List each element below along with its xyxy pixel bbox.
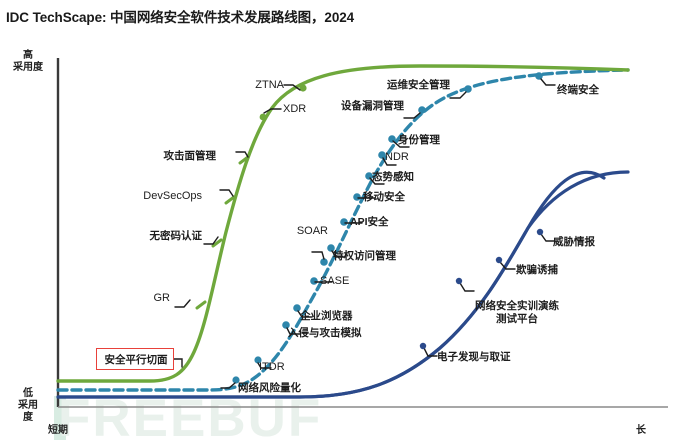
node-label-attack-surface-mgmt: 攻击面管理 [163, 150, 217, 162]
node-label-endpoint-security: 终端安全 [557, 84, 599, 96]
node-label-ndr: NDR [385, 151, 409, 163]
watermark-text: FREEBUF [58, 389, 323, 446]
highlight-connector [173, 358, 183, 368]
node-label-pam: 特权访问管理 [333, 250, 396, 262]
node-label-identity-mgmt: 身份管理 [398, 134, 440, 146]
series-transformational-curve [56, 64, 630, 383]
page-title: IDC TechScape: 中国网络安全软件技术发展路线图，2024 [6, 10, 355, 25]
x-axis-start-label: 短期 [48, 425, 68, 436]
node-label-deception: 欺骗诱捕 [516, 264, 558, 276]
y-axis-low-line1: 低 [23, 388, 33, 399]
leader-lines-blue [220, 78, 556, 389]
node-label-cyber-risk-quant: 网络风险量化 [238, 382, 301, 394]
x-axis-end-label: 长 [636, 425, 646, 436]
leader-lines-green [174, 84, 301, 308]
series-opportunistic-markers [419, 228, 544, 350]
node-marker-xdr [259, 113, 267, 121]
series-incremental-markers [232, 72, 543, 384]
series-transformational-markers [195, 155, 250, 310]
node-label-xdr: XDR [283, 103, 307, 115]
leader-lines-navy [423, 233, 556, 357]
node-label-enterprise-browser: 企业浏览器 [300, 310, 353, 322]
node-label-device-vuln-mgmt: 设备漏洞管理 [341, 100, 404, 112]
y-axis-high-line2: 采用度 [13, 62, 43, 73]
node-label-situational-awareness: 态势感知 [372, 171, 414, 183]
node-label-gr: GR [153, 292, 171, 304]
node-label-bas: 入侵与攻击模拟 [288, 327, 362, 339]
node-label-mobile-security: 移动安全 [363, 191, 405, 203]
y-axis-low-line2: 采用 [18, 400, 38, 411]
y-axis-high-line1: 高 [23, 50, 33, 61]
node-label-ztna: ZTNA [255, 79, 284, 91]
node-label-itdr: ITDR [259, 361, 285, 373]
node-label-ops-security-mgmt: 运维安全管理 [387, 79, 450, 91]
y-axis-high-label: 高 采用度 [8, 50, 48, 74]
node-label-api-security: API安全 [350, 216, 389, 228]
highlight-annotation-label: 安全平行切面 [104, 354, 168, 366]
node-label-soar: SOAR [296, 225, 328, 237]
y-axis-low-label: 低 采用 度 [8, 388, 48, 424]
node-label-cyber-range: 网络安全实训演练测试平台 [475, 300, 559, 325]
node-label-sase: SASE [320, 275, 350, 287]
node-label-devsecops: DevSecOps [143, 190, 202, 202]
node-label-passwordless: 无密码认证 [149, 230, 203, 242]
node-marker-ztna [299, 84, 307, 92]
y-axis-low-line3: 度 [23, 412, 33, 423]
node-label-ediscovery-forensics: 电子发现与取证 [437, 351, 511, 363]
highlight-annotation-box[interactable]: 安全平行切面 [96, 348, 174, 370]
series-opportunistic-curve-main [56, 170, 630, 399]
node-label-threat-intel: 威胁情报 [553, 236, 595, 248]
